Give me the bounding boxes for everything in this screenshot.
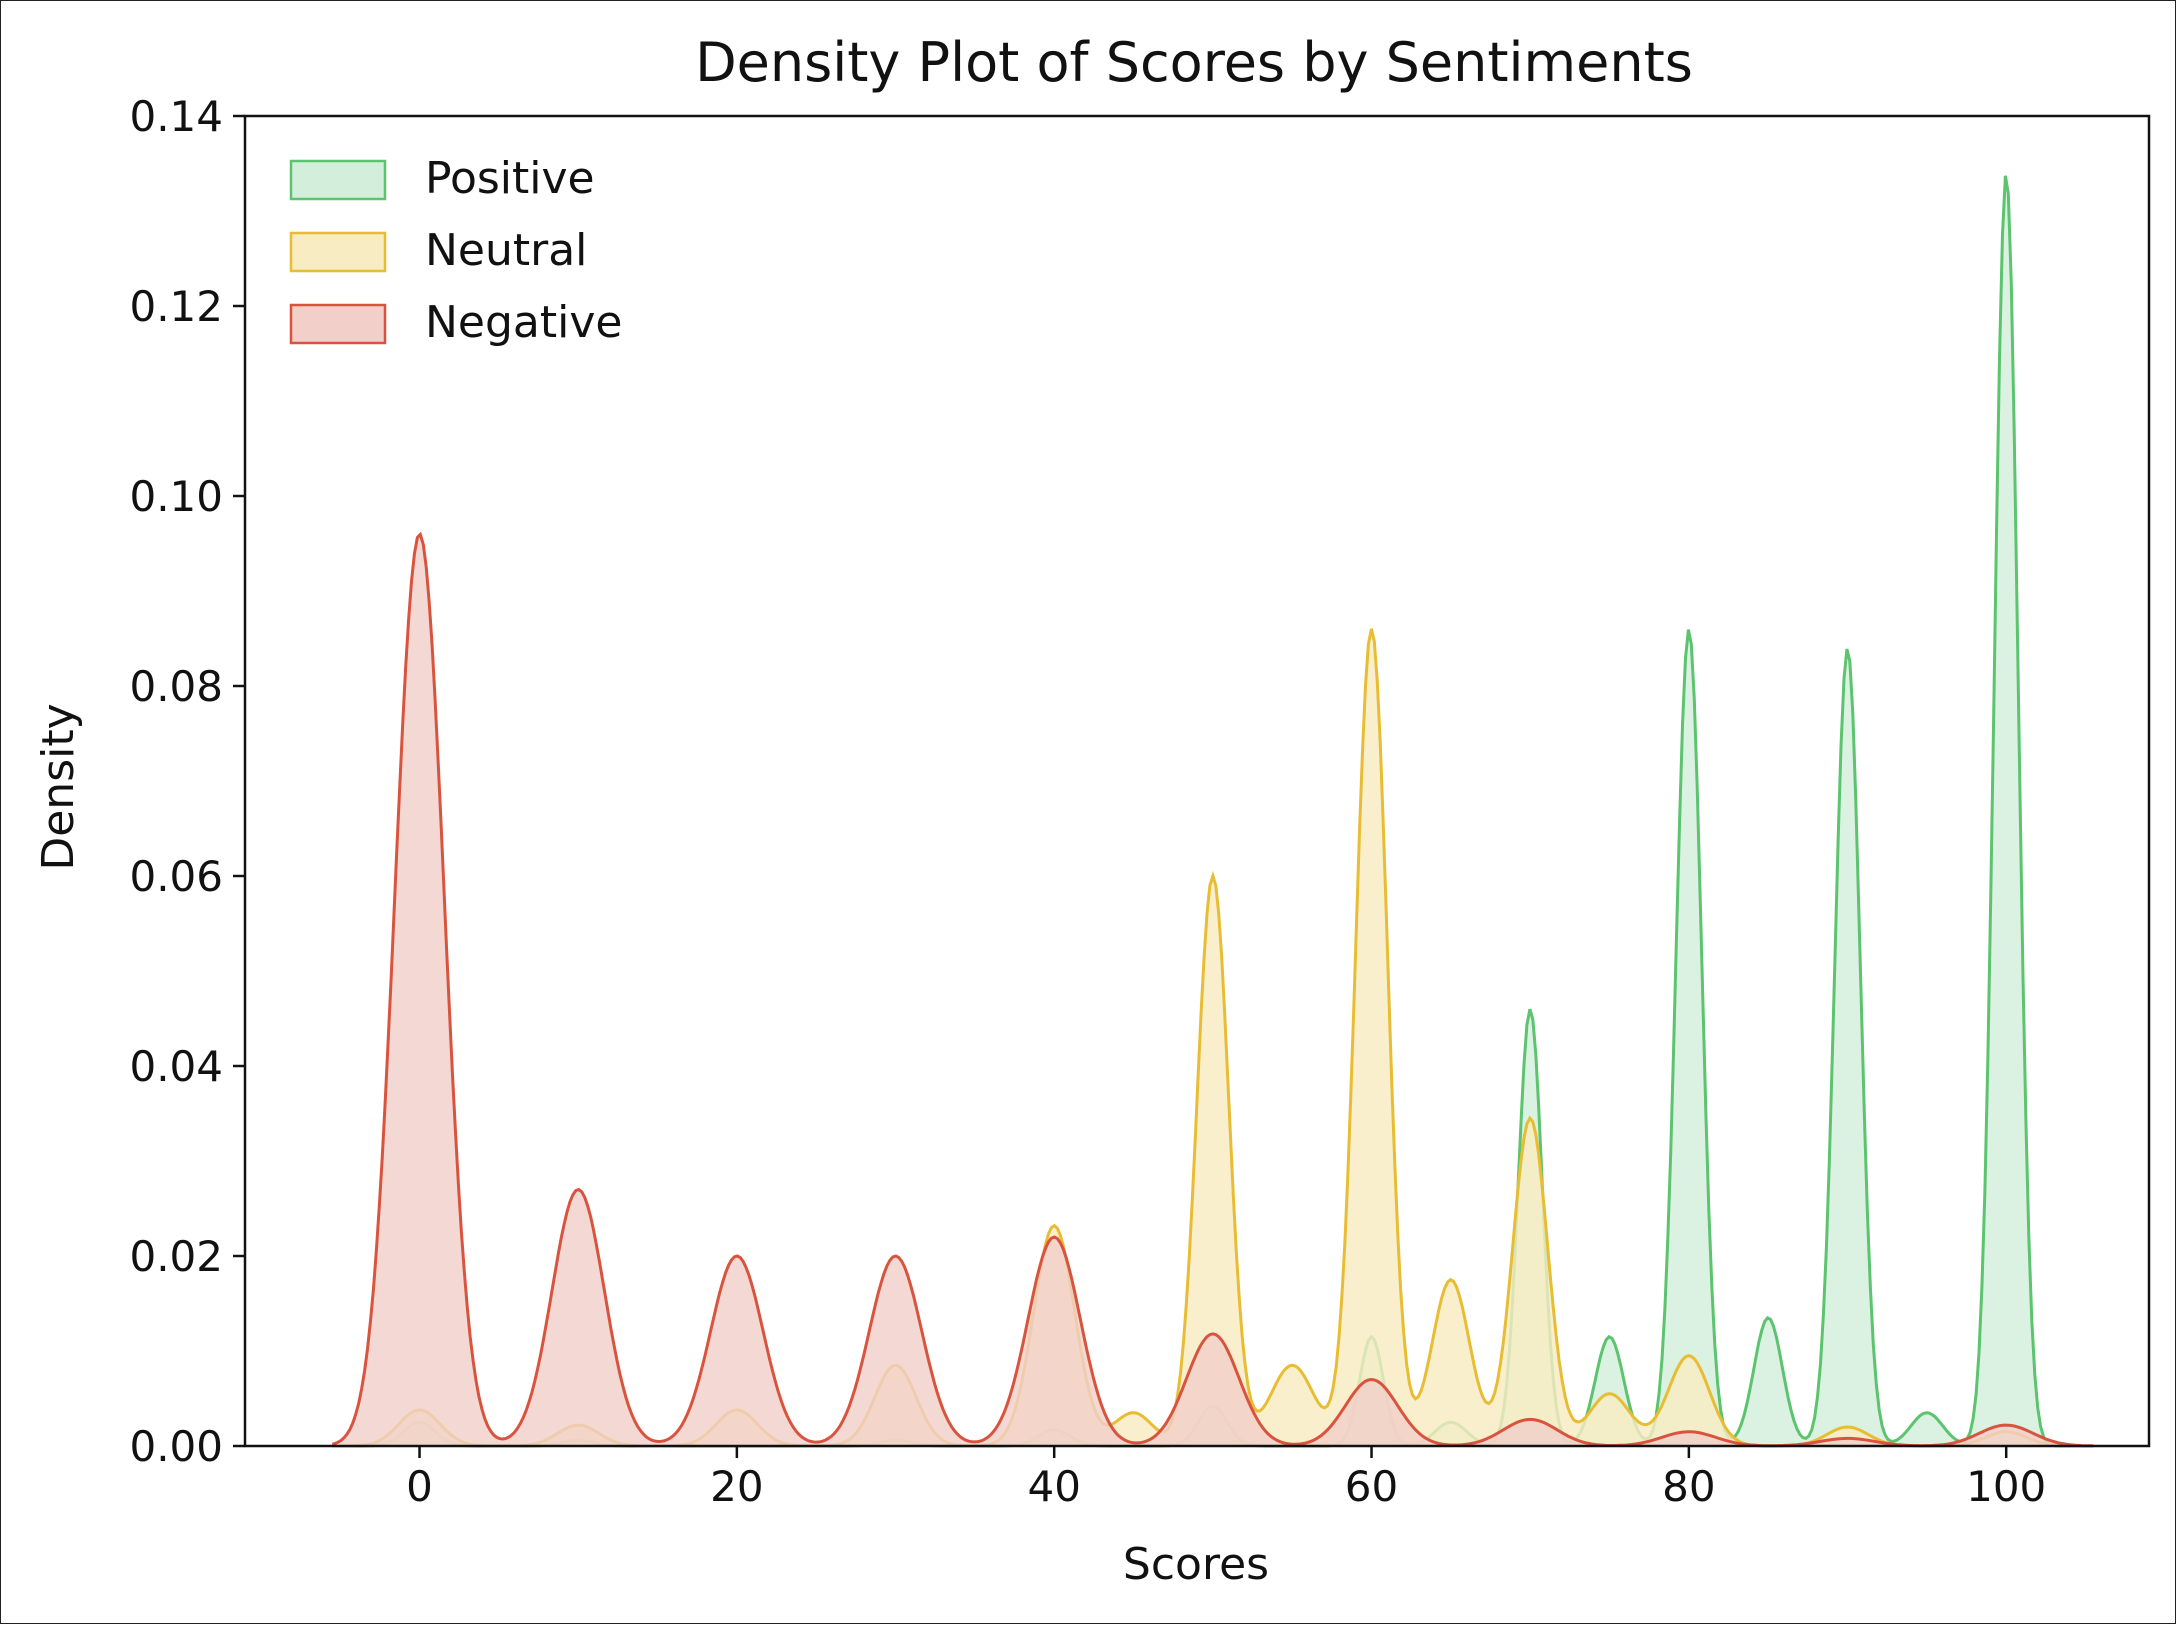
legend-item-neutral: Neutral	[289, 225, 587, 276]
y-tick-label: 0.08	[129, 662, 223, 711]
legend: Positive Neutral Negative	[289, 153, 622, 348]
y-axis-title: Density	[33, 703, 84, 870]
legend-swatch	[289, 231, 387, 273]
y-tick-label: 0.12	[129, 282, 223, 331]
legend-item-positive: Positive	[289, 153, 595, 204]
legend-swatch	[289, 159, 387, 201]
series-area-neutral	[332, 628, 2094, 1446]
y-tick-label: 0.00	[129, 1422, 223, 1471]
series-negative	[331, 531, 2094, 1448]
y-axis: 0.00 0.02 0.04 0.06 0.08 0.10 0.12 0.14	[129, 92, 245, 1471]
series-layer	[331, 175, 2094, 1448]
y-tick-label: 0.14	[129, 92, 223, 141]
y-tick-label: 0.04	[129, 1042, 223, 1091]
y-tick-label: 0.02	[129, 1232, 223, 1281]
legend-item-negative: Negative	[289, 297, 622, 348]
x-tick-label: 0	[406, 1462, 433, 1511]
legend-label: Neutral	[425, 225, 587, 276]
legend-label: Negative	[425, 297, 622, 348]
y-tick-label: 0.06	[129, 852, 223, 901]
plot-frame	[243, 114, 2151, 1448]
x-axis: 0 20 40 60 80 100	[406, 1446, 2046, 1511]
x-tick-label: 100	[1966, 1462, 2046, 1511]
x-tick-label: 60	[1345, 1462, 1398, 1511]
y-tick-label: 0.10	[129, 472, 223, 521]
legend-swatch	[289, 303, 387, 345]
x-tick-label: 40	[1027, 1462, 1080, 1511]
legend-label: Positive	[425, 153, 595, 204]
x-tick-label: 20	[710, 1462, 763, 1511]
series-line-negative	[331, 531, 2094, 1448]
x-axis-title: Scores	[1123, 1539, 1269, 1590]
chart-title: Density Plot of Scores by Sentiments	[695, 31, 1693, 94]
x-tick-label: 80	[1662, 1462, 1715, 1511]
